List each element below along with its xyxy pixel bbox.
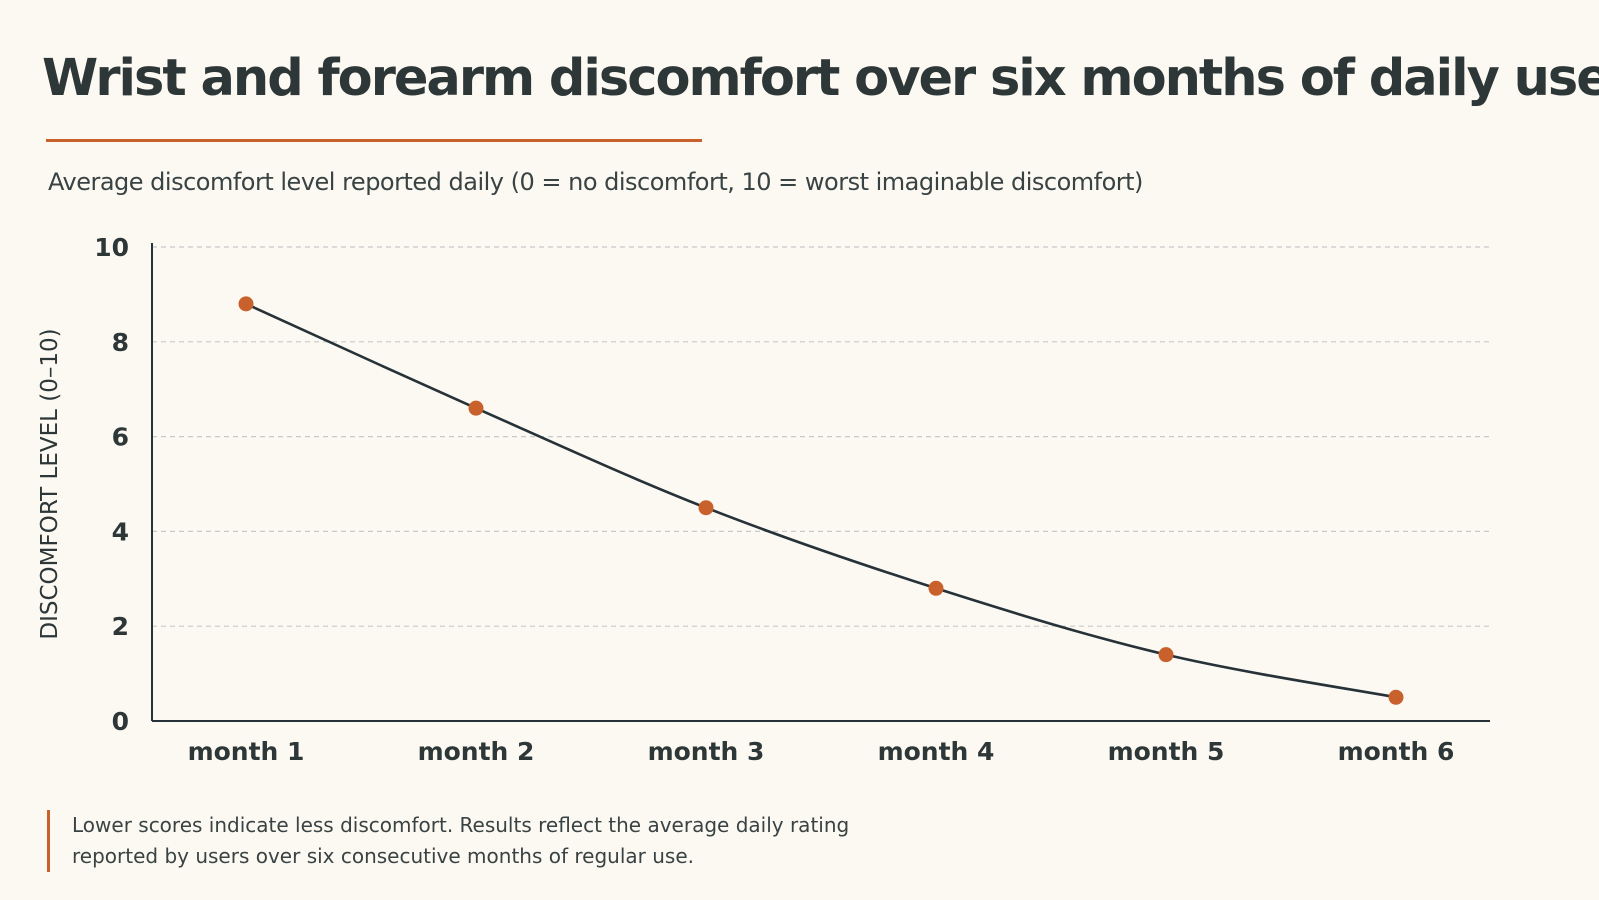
x-tick-label: month 5 bbox=[1108, 737, 1225, 766]
series bbox=[238, 296, 1404, 705]
chart-title: Wrist and forearm discomfort over six mo… bbox=[42, 49, 1599, 108]
x-tick-label: month 1 bbox=[188, 737, 305, 766]
x-tick-label: month 6 bbox=[1338, 737, 1455, 766]
chart-subtitle: Average discomfort level reported daily … bbox=[48, 168, 1143, 196]
y-tick-label-8: 8 bbox=[112, 328, 129, 357]
y-axis-label: DISCOMFORT LEVEL (0–10) bbox=[37, 328, 63, 639]
data-point-month-3 bbox=[698, 500, 714, 516]
axes bbox=[151, 243, 1490, 722]
data-point-month-2 bbox=[468, 400, 484, 416]
x-tick-label: month 2 bbox=[418, 737, 535, 766]
data-point-month-5 bbox=[1158, 647, 1174, 663]
x-tick-label: month 4 bbox=[878, 737, 995, 766]
footnote-line-1: Lower scores indicate less discomfort. R… bbox=[72, 813, 850, 837]
x-tick-label: month 3 bbox=[648, 737, 765, 766]
series-line-0 bbox=[245, 302, 1397, 699]
x-tick-labels: month 1 month 2 month 3 month 4 month 5 month… bbox=[188, 737, 1455, 766]
footnote-line-2: reported by users over six consecutive m… bbox=[72, 844, 694, 868]
data-point-month-4 bbox=[928, 580, 944, 596]
y-tick-labels: 0 2 4 6 8 10 bbox=[94, 233, 129, 736]
y-tick-label-10: 10 bbox=[94, 233, 129, 262]
y-tick-label-4: 4 bbox=[112, 517, 129, 546]
gridlines bbox=[152, 246, 1490, 627]
data-point-month-6 bbox=[1388, 689, 1404, 705]
y-tick-label-6: 6 bbox=[112, 423, 129, 452]
y-tick-label-0: 0 bbox=[112, 707, 129, 736]
data-point-month-1 bbox=[238, 296, 254, 312]
y-tick-label-2: 2 bbox=[112, 612, 129, 641]
title-underline bbox=[46, 139, 702, 142]
footnote: Lower scores indicate less discomfort. R… bbox=[47, 810, 972, 872]
